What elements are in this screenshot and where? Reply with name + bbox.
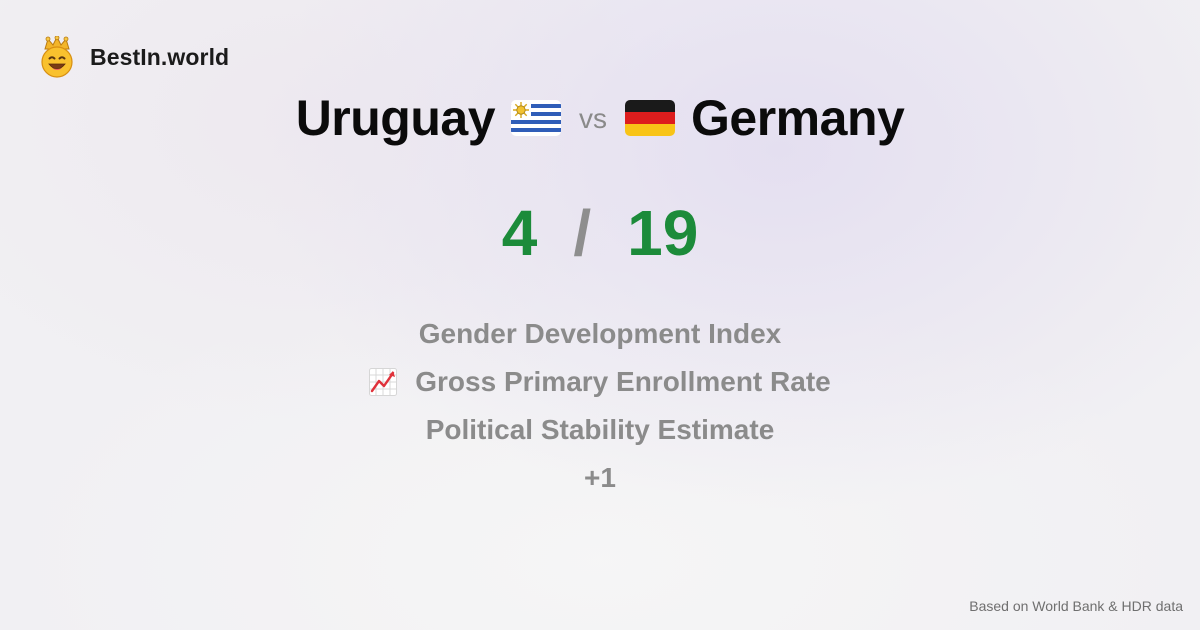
data-source-note: Based on World Bank & HDR data [969, 598, 1183, 614]
metric-label: Gross Primary Enrollment Rate [415, 366, 831, 397]
metric-label: Political Stability Estimate [425, 414, 775, 445]
metric-item[interactable]: Political Stability Estimate [426, 406, 775, 454]
brand-name: BestIn.world [90, 43, 230, 70]
score-display: 4 / 19 [0, 190, 1200, 276]
left-country-name[interactable]: Uruguay [295, 90, 496, 146]
uruguay-flag-icon [511, 100, 562, 136]
right-score: 19 [627, 197, 699, 269]
metric-item[interactable]: Gender Development Index [419, 310, 782, 358]
metrics-list: Gender Development Index Gross Primary E… [0, 310, 1200, 502]
comparison-title: Uruguay vs Germany [0, 82, 1200, 154]
score-separator: / [573, 197, 592, 269]
vs-label: vs [579, 103, 608, 134]
left-score: 4 [501, 197, 538, 269]
more-metrics-count[interactable]: +1 [584, 462, 616, 493]
chart-increasing-icon [369, 368, 398, 396]
germany-flag-icon [625, 100, 676, 136]
brand[interactable]: BestIn.world [38, 36, 229, 78]
crown-smiley-icon [41, 36, 73, 78]
right-country-name[interactable]: Germany [691, 90, 905, 146]
metric-item[interactable]: Gross Primary Enrollment Rate [369, 358, 831, 406]
metric-label: Gender Development Index [418, 318, 782, 349]
